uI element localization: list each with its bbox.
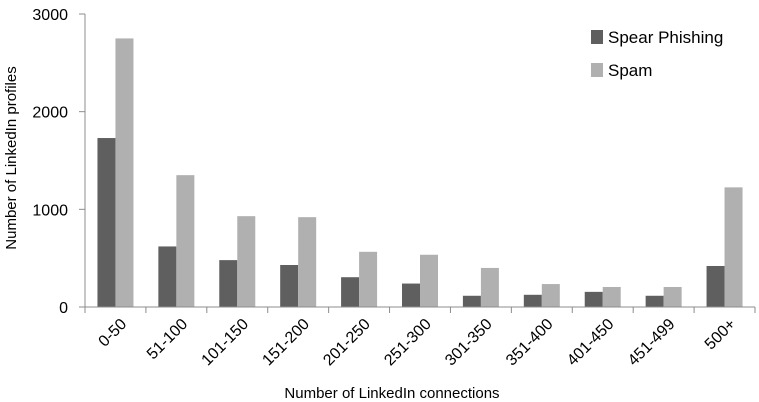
legend-swatch	[591, 63, 603, 77]
bar-spam	[602, 286, 621, 307]
bar-spam	[724, 187, 743, 307]
x-tick-label: 351-400	[503, 316, 557, 370]
x-tick-label: 101-150	[199, 316, 253, 370]
bar-spear-phishing	[219, 260, 238, 307]
x-axis-ticks: 0-50 51-100 101-150 151-200 201-250 251-300 30…	[84, 307, 756, 370]
bar-spear-phishing	[341, 277, 360, 307]
bar-spam	[298, 217, 317, 307]
x-tick-label: 401-450	[564, 316, 618, 370]
bars-layer	[97, 38, 743, 308]
bar-spear-phishing	[584, 291, 603, 307]
bar-spam	[541, 284, 560, 307]
legend-swatch	[591, 30, 603, 44]
bar-spam	[176, 175, 195, 307]
x-tick-label: 201-250	[320, 316, 374, 370]
x-tick-label: 451-499	[625, 316, 679, 370]
bar-spam	[237, 216, 256, 307]
x-tick-label: 0-50	[96, 316, 131, 351]
bar-spear-phishing	[523, 294, 542, 307]
y-axis-title: Number of LinkedIn profiles	[3, 66, 20, 249]
bar-spam	[480, 267, 499, 307]
x-axis-title: Number of LinkedIn connections	[284, 385, 499, 402]
bar-spam	[359, 251, 378, 307]
x-tick-label: 500+	[702, 316, 740, 354]
bar-spear-phishing	[402, 283, 420, 307]
y-tick-label: 2000	[32, 105, 68, 122]
bar-spear-phishing	[158, 246, 177, 307]
x-tick-label: 251-300	[381, 316, 435, 370]
legend-label: Spear Phishing	[608, 28, 723, 47]
x-tick-label: 151-200	[259, 316, 313, 370]
legend-label: Spam	[608, 61, 652, 80]
bar-spear-phishing	[462, 295, 481, 307]
bar-spam	[115, 38, 134, 308]
bar-spam	[663, 286, 682, 307]
x-tick-label: 301-350	[442, 316, 496, 370]
bar-spear-phishing	[645, 295, 664, 307]
bar-spear-phishing	[97, 138, 116, 307]
legend: Spear Phishing Spam	[591, 28, 723, 80]
y-tick-label: 3000	[32, 7, 68, 24]
bar-spear-phishing	[280, 265, 299, 307]
y-tick-label: 1000	[32, 202, 68, 219]
bar-spear-phishing	[706, 265, 725, 307]
bar-spam	[420, 254, 438, 307]
y-tick-label: 0	[59, 300, 68, 317]
x-tick-label: 51-100	[144, 316, 191, 363]
y-axis-ticks: 0 1000 2000 3000	[32, 7, 85, 317]
